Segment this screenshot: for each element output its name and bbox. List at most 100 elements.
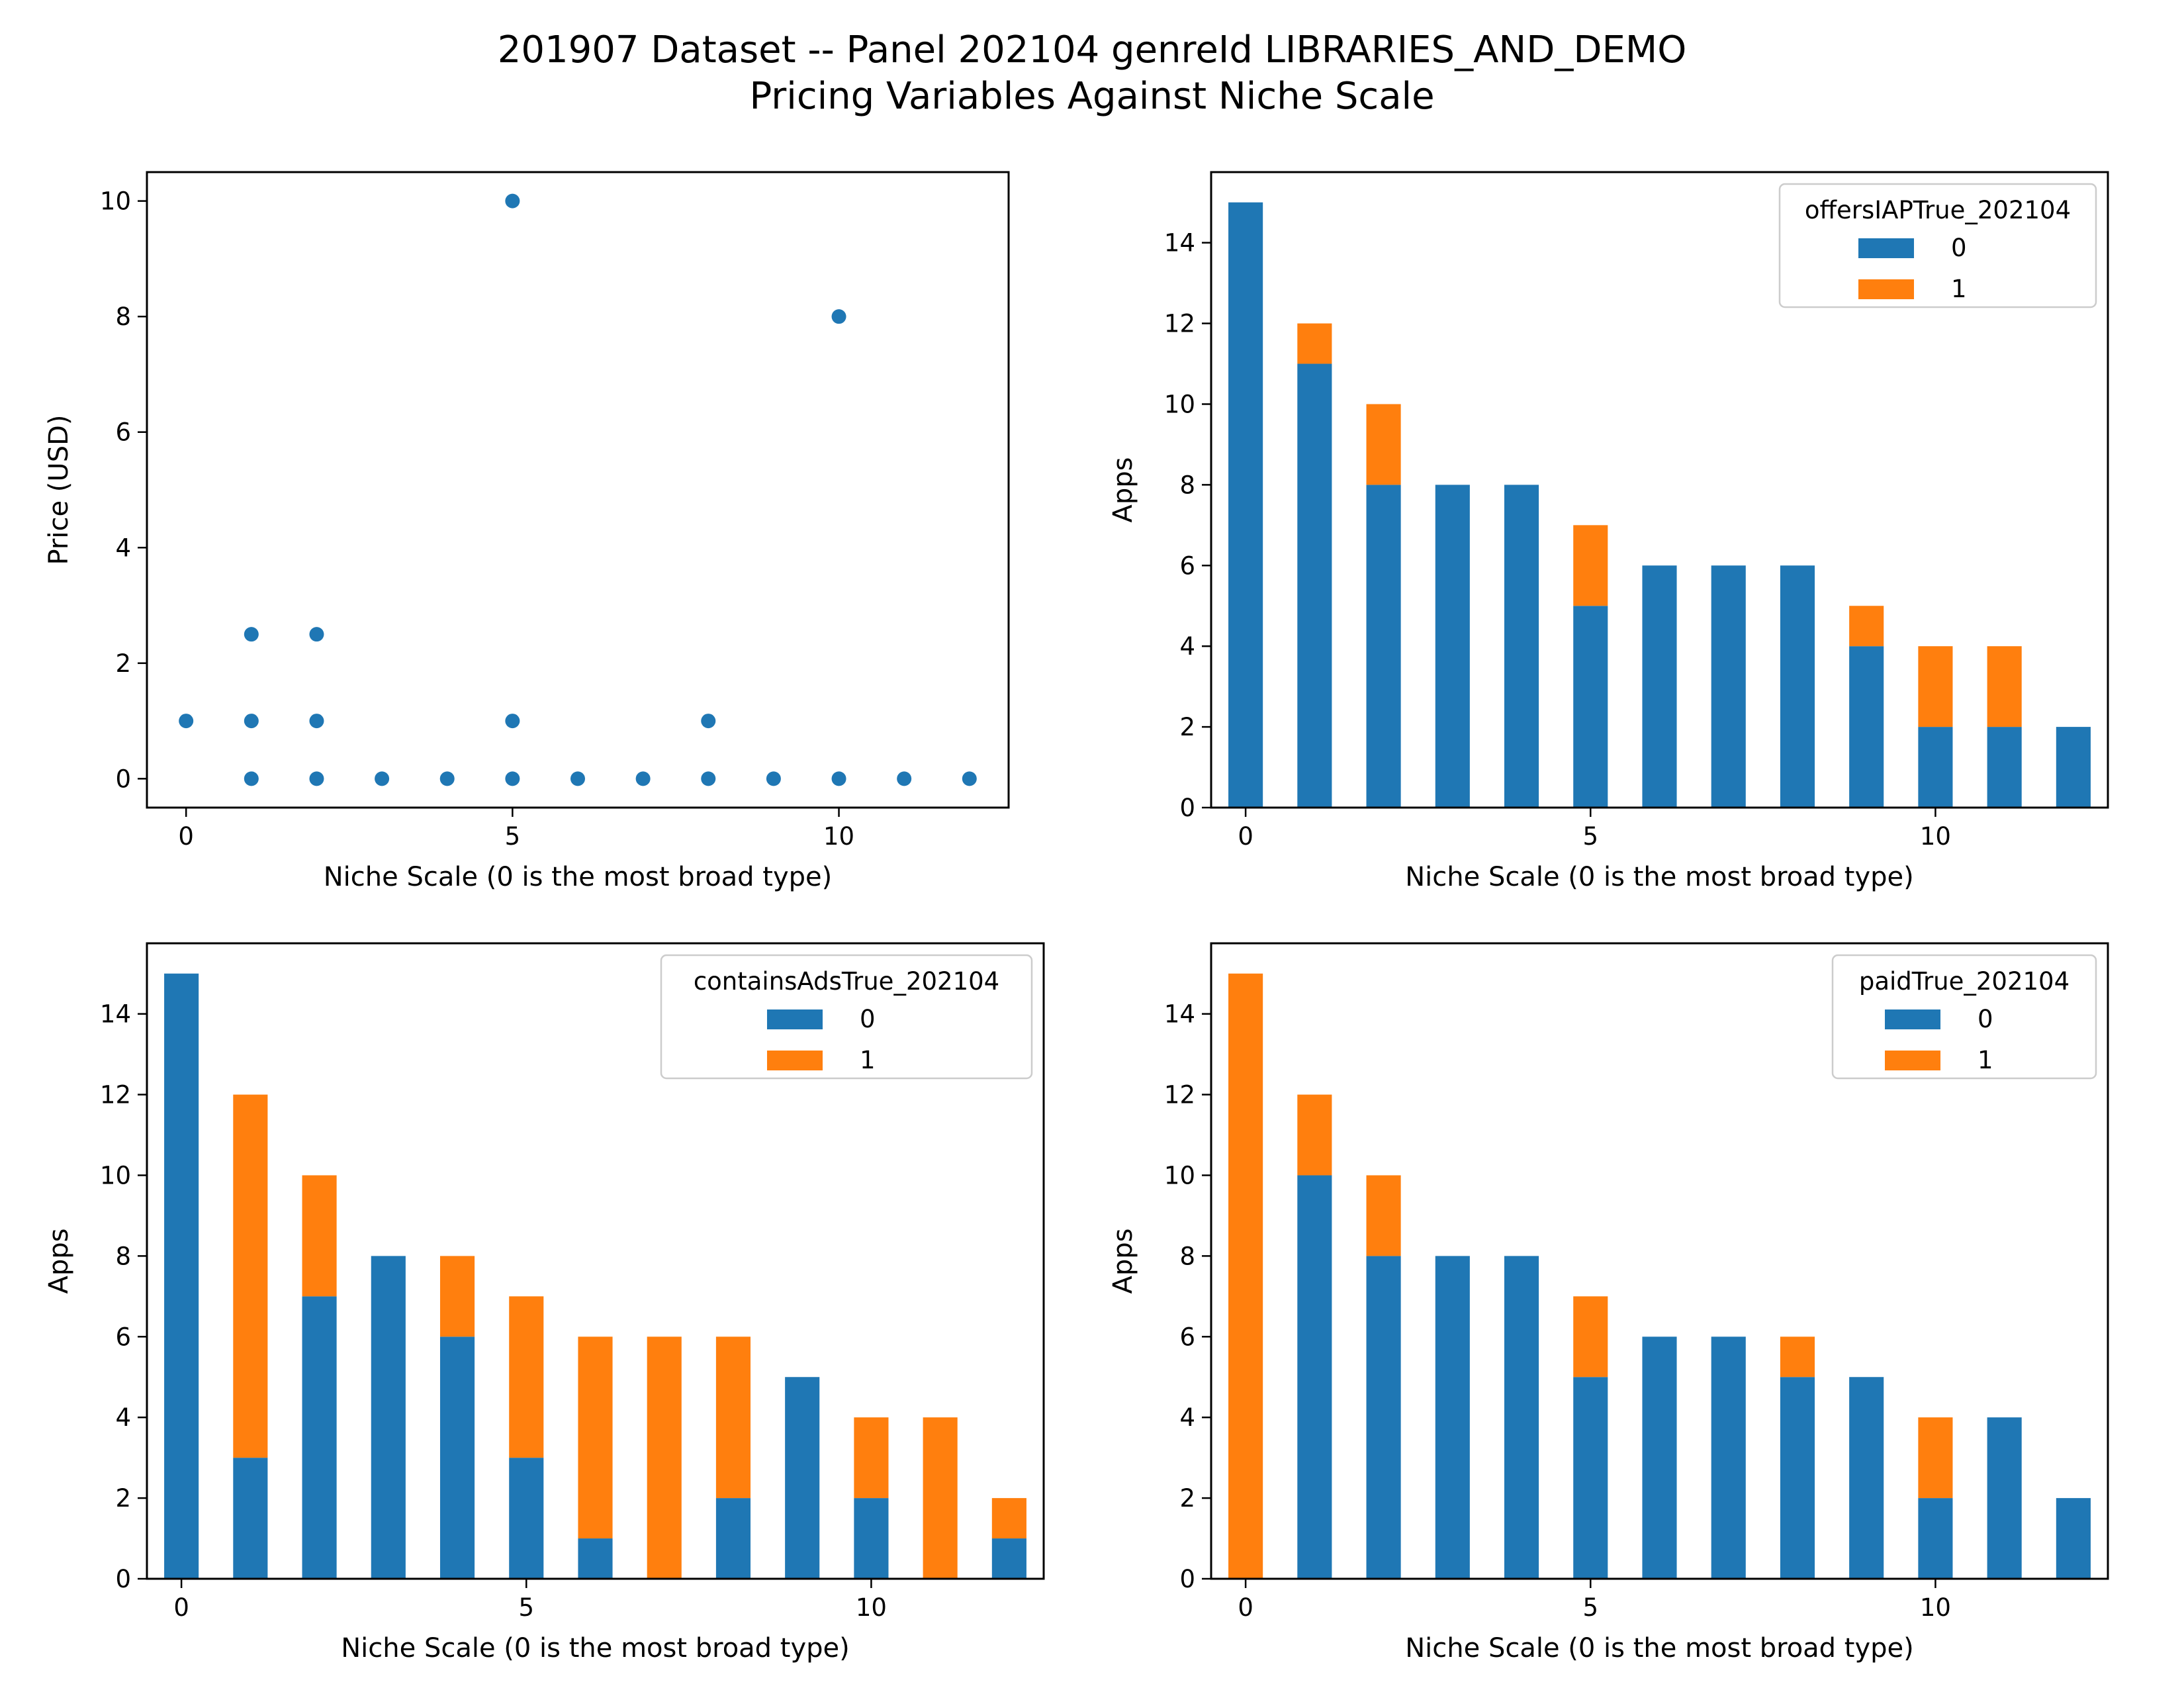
scatter-point [179, 714, 194, 729]
price-scatter-panel: 0 5 10 0 2 4 6 8 10 Niche Scale (0 is the most br… [44, 171, 1010, 892]
scatter-point [375, 771, 390, 786]
x-tick-label: 5 [505, 822, 521, 851]
bar-series-0 [1780, 565, 1815, 808]
bar-series-0 [1435, 1256, 1470, 1579]
bar-series-1 [509, 1296, 544, 1458]
scatter-point [244, 771, 259, 786]
y-tick-label: 2 [115, 1484, 131, 1513]
bar-series-0 [785, 1377, 820, 1579]
y-axis-label: Price (USD) [44, 415, 74, 565]
legend-swatch-1 [1885, 1051, 1940, 1070]
y-tick-label: 2 [115, 649, 131, 678]
legend-title: offersIAPTrue_202104 [1805, 196, 2071, 224]
bar-series-0 [509, 1458, 544, 1579]
bar-series-1 [1297, 323, 1332, 364]
x-tick-label: 0 [1238, 822, 1253, 851]
x-tick-label: 5 [518, 1593, 534, 1622]
legend-swatch-0 [1885, 1009, 1940, 1029]
axes-frame [146, 171, 1010, 809]
y-tick-label: 10 [100, 187, 131, 216]
bar-series-0 [1228, 202, 1263, 808]
x-tick-label: 5 [1582, 822, 1598, 851]
bar-series-1 [439, 1256, 475, 1337]
scatter-point [505, 771, 520, 786]
y-tick-label: 6 [1179, 1323, 1195, 1351]
scatter-point [309, 714, 324, 729]
scatter-point [505, 193, 520, 209]
y-axis-label: Apps [1108, 1229, 1138, 1294]
bar-series-0 [1297, 1175, 1332, 1579]
legend-swatch-1 [1858, 279, 1914, 299]
bar-series-0 [1573, 1377, 1608, 1579]
y-tick-label: 10 [100, 1161, 131, 1190]
x-tick-label: 0 [173, 1593, 189, 1622]
bar-series-1 [1573, 1296, 1608, 1378]
legend-box [660, 954, 1033, 1080]
y-tick-label: 4 [115, 534, 131, 562]
legend-label-0: 0 [1951, 234, 1967, 262]
bar-series-0 [2056, 1498, 2091, 1579]
bar-series-1 [1918, 646, 1953, 727]
y-tick-label: 8 [1179, 471, 1195, 499]
x-tick-label: 0 [1238, 1593, 1253, 1622]
bar-series-0 [1849, 1377, 1884, 1579]
y-tick-label: 0 [115, 765, 131, 793]
x-axis-label: Niche Scale (0 is the most broad type) [341, 1633, 850, 1664]
bar-series-1 [991, 1498, 1026, 1539]
y-tick-label: 8 [115, 303, 131, 331]
bar-series-0 [715, 1498, 751, 1579]
x-tick-label: 10 [1920, 1593, 1951, 1622]
x-axis-label: Niche Scale (0 is the most broad type) [324, 862, 833, 892]
x-tick-label: 10 [823, 822, 854, 851]
legend-label-0: 0 [860, 1005, 876, 1033]
bar-series-0 [1366, 485, 1401, 808]
y-tick-label: 6 [115, 418, 131, 447]
bar-series-0 [1711, 565, 1746, 808]
bar-series-0 [439, 1336, 475, 1579]
scatter-point [439, 771, 455, 786]
bar-series-0 [1987, 1417, 2022, 1579]
figure-title-line2: Pricing Variables Against Niche Scale [749, 75, 1434, 118]
y-tick-label: 6 [115, 1323, 131, 1351]
bar-series-1 [854, 1417, 889, 1499]
bar-series-1 [1366, 1175, 1401, 1256]
bar-series-0 [1435, 485, 1470, 808]
legend-box [1831, 954, 2097, 1080]
bar-series-1 [923, 1417, 958, 1579]
bar-series-0 [578, 1538, 613, 1579]
y-tick-label: 4 [115, 1403, 131, 1432]
scatter-point [701, 771, 716, 786]
bar-series-1 [578, 1336, 613, 1539]
y-tick-label: 8 [115, 1242, 131, 1270]
bar-series-0 [371, 1256, 406, 1579]
y-tick-label: 0 [1179, 1565, 1195, 1593]
y-tick-label: 0 [1179, 794, 1195, 822]
y-tick-label: 12 [1164, 310, 1195, 338]
y-tick-label: 0 [115, 1565, 131, 1593]
bar-series-0 [164, 973, 199, 1579]
bar-series-0 [854, 1498, 889, 1579]
legend-label-0: 0 [1978, 1005, 1993, 1033]
bar-series-1 [1366, 404, 1401, 485]
y-tick-label: 10 [1164, 390, 1195, 418]
scatter-point [831, 309, 846, 324]
scatter-point [309, 771, 324, 786]
bar-series-0 [1780, 1377, 1815, 1579]
scatter-point [635, 771, 651, 786]
bar-series-0 [1366, 1256, 1401, 1579]
bar-series-0 [1573, 606, 1608, 808]
y-axis-label: Apps [1108, 457, 1138, 523]
bar-series-0 [1849, 646, 1884, 808]
axes-frame [146, 942, 1045, 1580]
y-tick-label: 4 [1179, 632, 1195, 661]
bar-series-0 [1642, 1336, 1677, 1579]
y-tick-label: 10 [1164, 1161, 1195, 1190]
bar-series-1 [1228, 973, 1263, 1579]
bar-series-0 [1918, 727, 1953, 808]
scatter-point [962, 771, 977, 786]
bar-series-1 [1780, 1336, 1815, 1378]
